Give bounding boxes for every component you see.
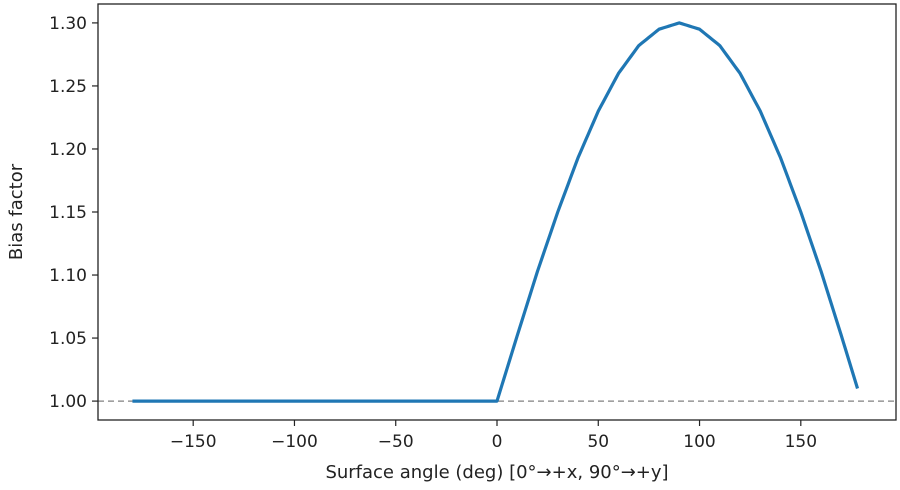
y-tick-label: 1.15 bbox=[49, 203, 87, 223]
plot-background bbox=[98, 4, 896, 420]
y-tick-label: 1.25 bbox=[49, 77, 87, 97]
x-tick-label: 0 bbox=[492, 432, 503, 452]
x-tick-label: −50 bbox=[378, 432, 414, 452]
x-axis-ticks: −150 −100 −50 0 50 100 150 bbox=[170, 420, 817, 452]
x-tick-label: −100 bbox=[271, 432, 318, 452]
y-tick-label: 1.20 bbox=[49, 140, 87, 160]
x-tick-label: −150 bbox=[170, 432, 217, 452]
x-tick-label: 150 bbox=[785, 432, 817, 452]
y-tick-label: 1.05 bbox=[49, 329, 87, 349]
x-tick-label: 50 bbox=[587, 432, 609, 452]
x-tick-label: 100 bbox=[683, 432, 715, 452]
y-axis-ticks: 1.00 1.05 1.10 1.15 1.20 1.25 1.30 bbox=[49, 14, 98, 412]
y-axis-label: Bias factor bbox=[6, 163, 27, 260]
x-axis-label: Surface angle (deg) [0°→+x, 90°→+y] bbox=[325, 462, 668, 483]
y-tick-label: 1.00 bbox=[49, 392, 87, 412]
y-tick-label: 1.30 bbox=[49, 14, 87, 34]
series-layer bbox=[132, 21, 860, 403]
y-tick-label: 1.10 bbox=[49, 266, 87, 286]
series-line-0 bbox=[132, 21, 860, 403]
